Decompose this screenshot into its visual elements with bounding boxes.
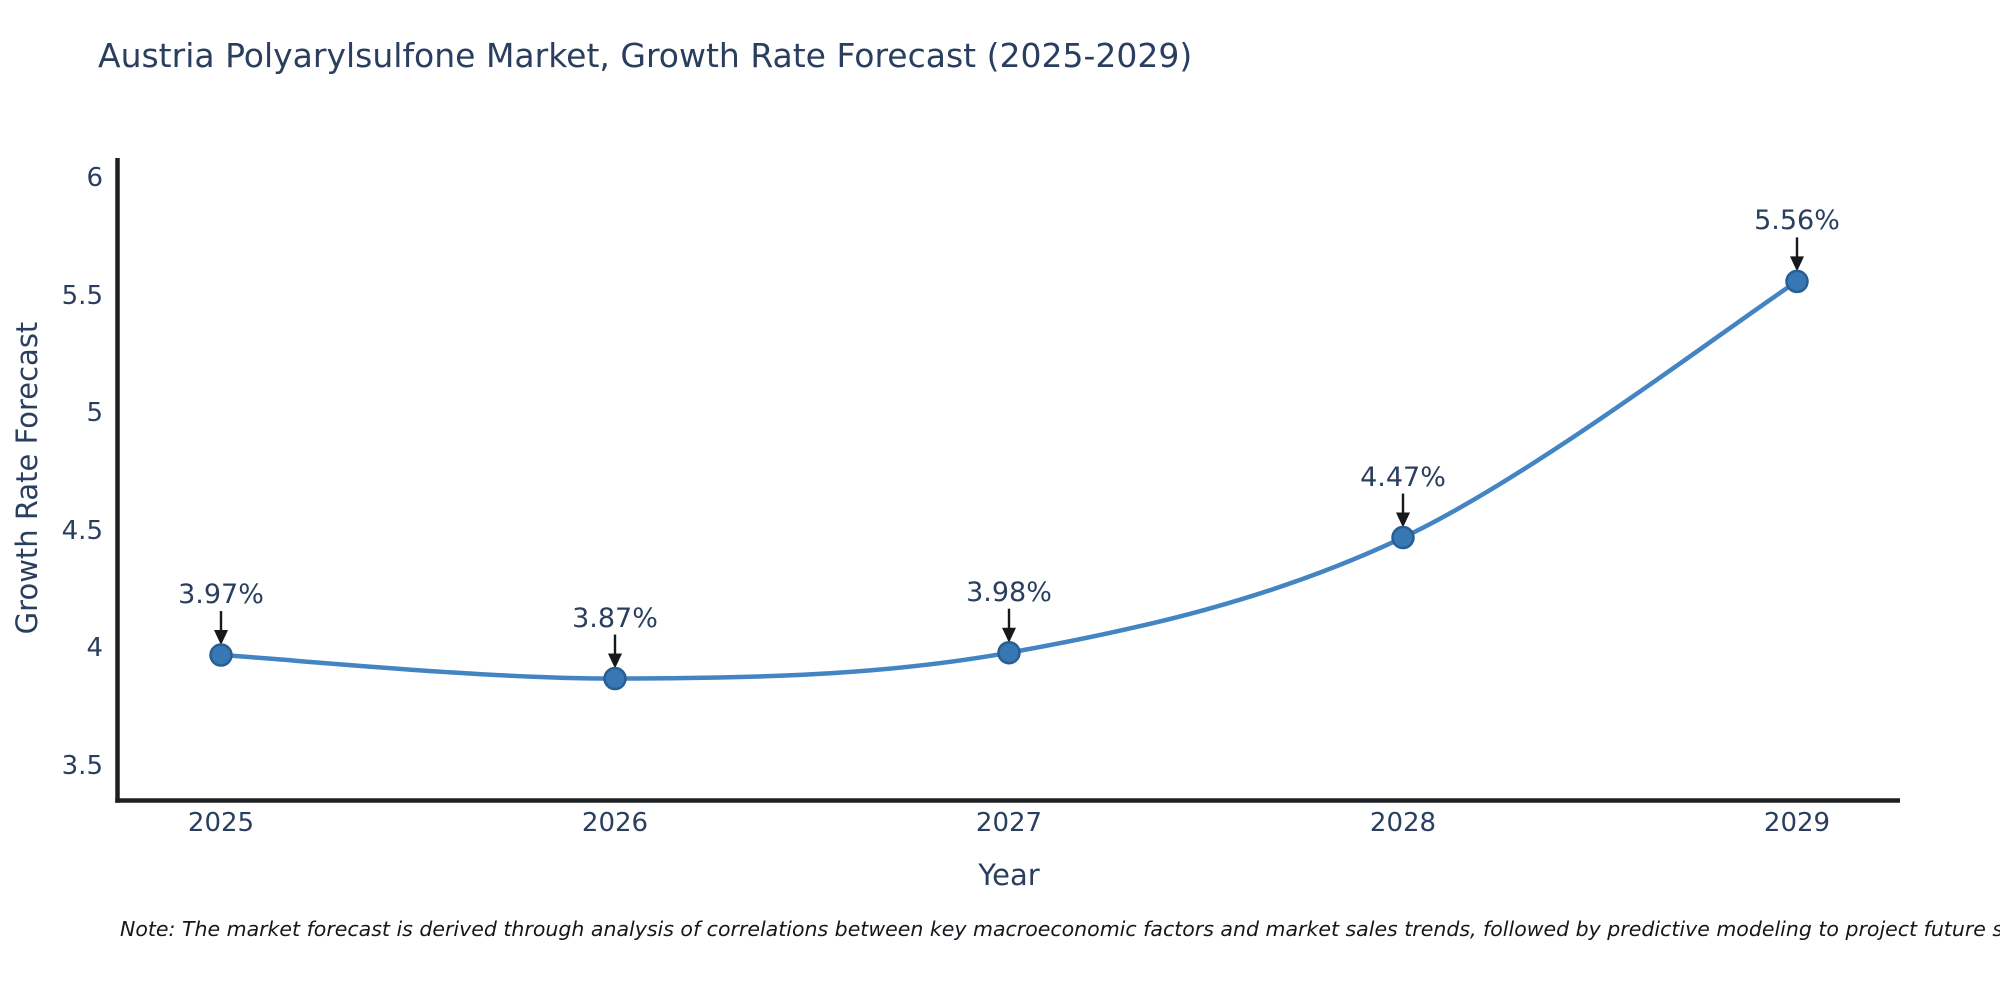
annotation-arrow-head — [1396, 512, 1410, 528]
y-tick-label: 4 — [86, 633, 103, 663]
y-tick-label: 5.5 — [61, 280, 103, 311]
data-label: 5.56% — [1754, 205, 1840, 237]
x-tick-label: 2029 — [1763, 808, 1831, 838]
annotation-arrow-head — [1790, 256, 1804, 272]
data-point-marker — [209, 643, 233, 667]
x-tick-label: 2027 — [975, 808, 1043, 838]
data-label: 3.98% — [966, 576, 1052, 608]
x-tick-label: 2028 — [1369, 808, 1437, 838]
annotation-arrow-head — [1002, 627, 1016, 643]
y-tick-label: 3.5 — [61, 750, 103, 781]
data-label: 3.97% — [178, 579, 264, 611]
data-point-marker — [603, 666, 627, 691]
data-point-marker — [997, 640, 1021, 665]
annotation-arrow-head — [608, 653, 622, 669]
chart-title: Austria Polyarylsulfone Market, Growth R… — [98, 36, 1193, 75]
annotation-arrow-head — [214, 630, 228, 646]
footnote: Note: The market forecast is derived thr… — [120, 917, 2000, 941]
x-tick-label: 2026 — [581, 808, 649, 838]
y-tick-label: 5 — [86, 398, 103, 428]
y-tick-label: 4.5 — [61, 515, 103, 546]
x-axis-title: Year — [978, 858, 1040, 892]
x-tick-label: 2025 — [187, 808, 255, 838]
data-point-marker — [1785, 269, 1809, 294]
data-label: 3.87% — [572, 602, 658, 634]
data-point-marker — [1391, 525, 1415, 550]
y-tick-label: 6 — [86, 163, 103, 193]
data-label: 4.47% — [1360, 461, 1446, 493]
